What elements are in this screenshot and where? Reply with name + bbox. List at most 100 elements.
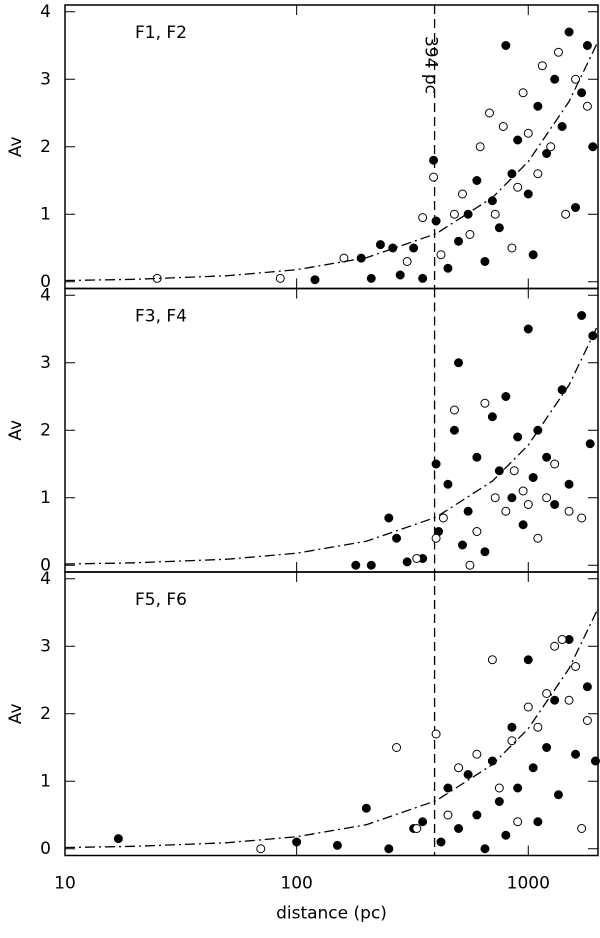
open-point	[518, 486, 528, 496]
open-point	[480, 398, 490, 408]
filled-point	[557, 122, 567, 131]
filled-point	[487, 412, 497, 422]
filled-point	[501, 830, 511, 840]
open-point	[582, 101, 592, 111]
plot-frame	[64, 4, 599, 290]
y-tick-label: 1	[40, 204, 51, 224]
filled-point	[443, 263, 453, 273]
filled-point	[501, 41, 511, 50]
filled-point	[513, 135, 523, 145]
filled-point	[409, 243, 419, 253]
filled-point	[582, 682, 592, 692]
x-tick-label: 1000	[507, 874, 550, 894]
open-point	[412, 824, 422, 833]
filled-point	[431, 459, 441, 469]
filled-point	[366, 560, 376, 570]
filled-point	[436, 837, 446, 847]
open-point	[571, 662, 581, 671]
open-point	[501, 506, 511, 516]
open-point	[577, 824, 587, 833]
y-tick-label: 0	[40, 839, 51, 859]
filled-point	[523, 324, 533, 334]
open-point	[436, 250, 446, 260]
panel-label: F5, F6	[135, 590, 187, 610]
filled-point	[513, 432, 523, 442]
open-point	[523, 128, 533, 138]
filled-point	[449, 425, 459, 435]
filled-point	[472, 176, 482, 185]
open-point	[564, 695, 574, 705]
open-point	[513, 817, 523, 827]
filled-point	[550, 74, 560, 84]
filled-point	[454, 236, 464, 246]
filled-point	[384, 513, 394, 523]
open-point	[475, 142, 485, 152]
open-point	[472, 527, 482, 536]
filled-point	[429, 155, 439, 165]
filled-point	[472, 452, 482, 462]
open-point	[513, 182, 523, 192]
filled-point	[542, 452, 552, 462]
open-point	[553, 47, 563, 57]
filled-point	[361, 803, 371, 813]
open-point	[465, 560, 475, 570]
open-point	[449, 209, 459, 219]
filled-point	[384, 844, 394, 854]
filled-point	[494, 466, 504, 476]
open-point	[523, 500, 533, 509]
filled-point	[472, 810, 482, 820]
open-point	[465, 230, 475, 239]
open-point	[550, 459, 560, 469]
filled-point	[518, 520, 528, 530]
open-point	[490, 209, 500, 219]
open-point	[546, 142, 556, 152]
filled-point	[528, 250, 538, 260]
y-tick-label: 3	[40, 69, 51, 89]
open-point	[507, 736, 517, 746]
filled-point	[550, 695, 560, 705]
filled-point	[454, 358, 464, 368]
y-tick-label: 3	[40, 636, 51, 656]
open-point	[392, 743, 402, 752]
filled-point	[431, 216, 441, 226]
filled-point	[513, 783, 523, 793]
open-point	[454, 763, 464, 773]
open-point	[498, 122, 508, 131]
filled-point	[507, 722, 517, 732]
open-point	[339, 253, 349, 263]
filled-point	[418, 817, 428, 827]
filled-point	[375, 240, 385, 250]
filled-point	[443, 479, 453, 489]
open-point	[537, 61, 547, 71]
filled-point	[590, 756, 600, 766]
open-point	[533, 533, 543, 543]
y-tick-label: 4	[40, 2, 51, 22]
filled-point	[507, 169, 517, 179]
y-tick-label: 4	[40, 285, 51, 305]
open-point	[412, 554, 422, 563]
filled-point	[528, 473, 538, 482]
filled-point	[388, 243, 398, 253]
filled-point	[454, 824, 464, 833]
filled-point	[480, 547, 490, 557]
filled-point	[351, 560, 361, 570]
y-axis-label: Av	[6, 703, 26, 724]
open-point	[431, 729, 441, 739]
open-point	[557, 635, 567, 644]
filled-point	[588, 142, 598, 152]
filled-point	[292, 837, 302, 847]
open-point	[449, 405, 459, 415]
filled-point	[533, 101, 543, 111]
filled-point	[564, 27, 574, 37]
y-tick-label: 1	[40, 771, 51, 791]
open-point	[533, 169, 543, 179]
open-point	[457, 189, 467, 199]
open-point	[494, 783, 504, 793]
filled-point	[463, 770, 473, 779]
x-tick-label: 100	[280, 874, 312, 894]
filled-point	[542, 743, 552, 752]
y-tick-label: 2	[40, 420, 51, 440]
open-point	[542, 493, 552, 503]
filled-point	[395, 270, 405, 280]
